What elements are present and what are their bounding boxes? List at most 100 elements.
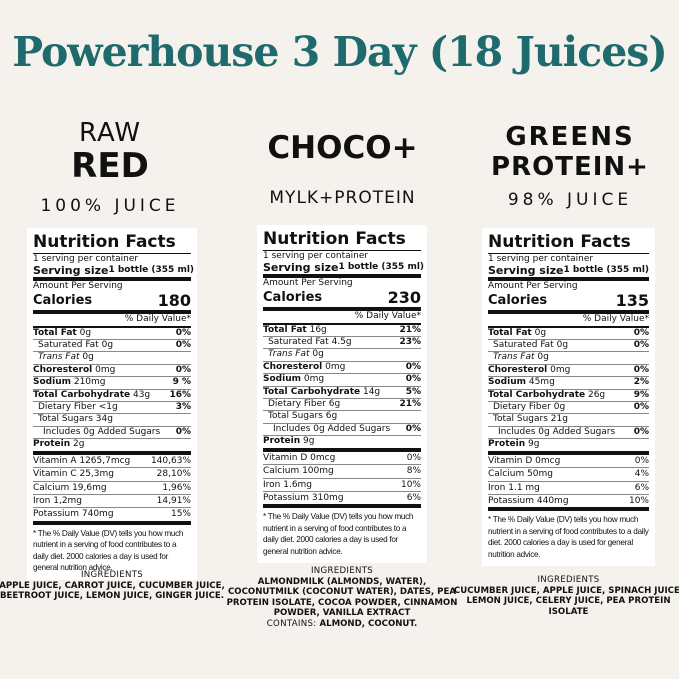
nutrient-amount: 0g [537,352,549,363]
vitamin-dv: 140,63% [150,455,191,466]
contains-value: ALMOND, COCONUT. [319,618,418,629]
nutrient-dv: 0% [175,340,191,351]
nutrient-amount: 0g [556,340,569,351]
nutrition-facts-heading: Nutrition Facts [33,232,191,254]
nutrient-amount: 2g [73,439,85,450]
nutrient-dv: 0% [175,364,191,375]
nutrient-name: Protein [33,439,71,450]
nutrient-dv: 23% [399,337,421,348]
nutrient-amount: 210mg [73,377,106,388]
product-name-line1: RAW [78,118,142,148]
vitamin-label: Calcium 50mg [488,469,554,480]
nutrient-dv: 0% [175,327,191,338]
nutrient-amount: 0mg [95,364,116,375]
ingredients-block: INGREDIENTS ALMONDMILK (ALMONDS, WATER), … [222,566,462,630]
nutrient-amount: 21g [550,414,568,425]
ingredients-block: INGREDIENTS APPLE JUICE, CARROT JUICE, CU… [0,570,232,602]
nutrient-name: Sodium [488,377,526,388]
daily-value-header: % Daily Value* [263,311,421,325]
ingredients-text: APPLE JUICE, CARROT JUICE, CUCUMBER JUIC… [0,580,225,602]
nutrient-dv: 9 % [172,377,191,388]
calories-row: Calories 135 [488,292,649,315]
nutrient-row: Trans Fat 0g [33,352,191,365]
ingredients-block: INGREDIENTS CUCUMBER JUICE, APPLE JUICE, … [449,575,679,617]
nutrient-dv: 2% [633,377,649,388]
nutrient-row: Total Sugars 21g [488,414,649,427]
nutrient-row: Total Fat 16g 21% [263,324,421,338]
vitamin-label: Calcium 19,6mg [33,482,107,493]
product-subtitle: 98% JUICE [507,190,633,210]
amount-per-serving-label: Amount Per Serving [263,277,353,288]
vitamin-dv: 4% [634,469,649,480]
nutrient-name: Saturated Fat [268,337,329,348]
vitamin-row: Vitamin D 0mcg 0% [488,455,649,469]
nutrient-name: Includes 0g Added Sugars [273,423,391,434]
product-name-line2: RED [71,146,149,186]
vitamin-dv: 0% [634,455,649,466]
nutrient-label: Includes 0g Added Sugars [488,427,615,438]
nutrient-label: Trans Fat 0g [263,349,324,360]
vitamin-label: Iron 1.1 mg [488,482,540,493]
nutrient-dv: 0% [633,402,649,413]
serving-size-row: Serving size 1 bottle (355 ml) [488,265,649,281]
serving-size-label: Serving size [33,264,109,278]
nutrient-amount: 9g [303,436,315,447]
ingredients-label: INGREDIENTS [537,575,600,585]
vitamin-dv: 28,10% [156,469,191,480]
nutrient-name: Total Fat [263,324,307,335]
nutrient-name: Trans Fat [493,352,535,363]
vitamin-row: Potassium 740mg 15% [33,508,191,525]
vitamin-row: Calcium 100mg 8% [263,465,421,479]
nutrient-label: Choresterol 0mg [488,365,570,376]
nutrient-name: Dietary Fiber [493,402,551,413]
ingredients-text: CUCUMBER JUICE, APPLE JUICE, SPINACH JUI… [453,585,679,617]
nutrient-amount: 26g [587,389,606,400]
nutrient-dv: 0% [633,426,649,437]
nutrient-amount: 6g [328,399,341,410]
calories-value: 230 [387,288,421,308]
nutrient-dv: 21% [399,324,421,335]
nutrient-label: Trans Fat 0g [488,352,549,363]
nutrition-facts-heading: Nutrition Facts [263,229,421,251]
nutrient-row: Sodium 210mg 9 % [33,377,191,390]
vitamin-label: Vitamin A 1265,7mcg [33,455,131,466]
nutrient-name: Total Fat [33,327,77,338]
nutrient-name: Total Carbohydrate [263,386,361,397]
nutrient-dv: 0% [405,423,421,434]
nutrient-amount: 9g [528,439,540,450]
nutrient-dv: 0% [633,364,649,375]
nutrient-label: Total Sugars 34g [33,414,113,425]
vitamin-label: Calcium 100mg [263,466,334,477]
daily-value-footnote: * The % Daily Value (DV) tells you how m… [488,515,649,559]
nutrient-row: Saturated Fat 4.5g 23% [263,337,421,350]
nutrient-amount: 0mg [303,374,325,385]
ingredients-label: INGREDIENTS [80,570,144,580]
nutrient-name: Total Sugars [38,414,93,425]
nutrient-row: Sodium 0mg 0% [263,374,421,387]
nutrient-dv: 0% [175,426,191,437]
nutrient-dv: 3% [175,402,191,413]
nutrient-row: Choresterol 0mg 0% [263,362,421,375]
nutrient-amount: 16g [309,324,327,335]
page-title: Powerhouse 3 Day (18 Juices) [12,28,668,76]
nutrition-facts-panel: Nutrition Facts 1 serving per container Se… [27,228,197,580]
nutrient-row: Choresterol 0mg 0% [33,364,191,378]
vitamin-dv: 14,91% [156,495,191,506]
nutrient-label: Protein 9g [488,439,539,450]
calories-label: Calories [263,290,323,306]
vitamin-row: Vitamin A 1265,7mcg 140,63% [33,455,191,469]
vitamin-label: Vitamin D 0mcg [488,455,561,466]
nutrient-amount: 0g [82,352,94,363]
vitamin-row: Potassium 310mg 6% [263,492,421,509]
serving-size-label: Serving size [263,261,339,275]
nutrient-dv: 0% [633,340,649,351]
vitamin-row: Calcium 50mg 4% [488,468,649,482]
nutrient-row: Includes 0g Added Sugars 0% [33,426,191,440]
nutrient-label: Dietary Fiber 6g [263,399,340,410]
product-name-line1: GREENS [505,122,635,152]
daily-value-header: % Daily Value* [488,314,649,328]
calories-row: Calories 180 [33,292,191,315]
vitamin-row: Iron 1.1 mg 6% [488,482,649,495]
daily-value-footnote: * The % Daily Value (DV) tells you how m… [263,512,414,556]
nutrient-row: Includes 0g Added Sugars 0% [263,423,421,437]
